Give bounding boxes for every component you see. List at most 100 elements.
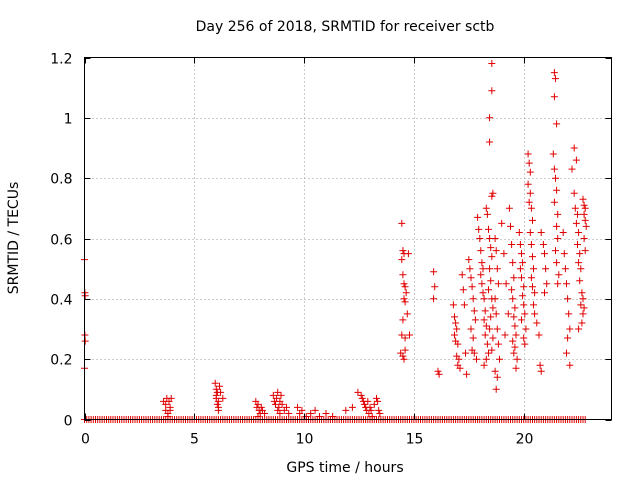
data-point bbox=[468, 283, 476, 291]
data-point bbox=[482, 355, 490, 363]
x-tick-label: 20 bbox=[516, 432, 534, 448]
data-point bbox=[575, 325, 583, 333]
data-point bbox=[81, 337, 89, 345]
data-point bbox=[564, 334, 572, 342]
data-point bbox=[553, 120, 561, 128]
data-point bbox=[518, 250, 525, 258]
data-point bbox=[470, 307, 478, 315]
data-point bbox=[553, 186, 561, 194]
data-point bbox=[481, 307, 489, 315]
data-point bbox=[581, 216, 589, 224]
data-point bbox=[578, 289, 586, 297]
data-point bbox=[364, 397, 372, 405]
data-point bbox=[451, 313, 458, 321]
data-point bbox=[316, 413, 323, 420]
data-point bbox=[466, 265, 474, 273]
data-point bbox=[566, 361, 574, 369]
data-point bbox=[276, 410, 284, 417]
data-point bbox=[483, 210, 491, 218]
data-point bbox=[493, 325, 501, 333]
data-point bbox=[481, 331, 489, 339]
data-point bbox=[486, 325, 494, 333]
data-point bbox=[525, 198, 533, 206]
data-point bbox=[516, 265, 524, 273]
data-point bbox=[527, 204, 535, 212]
data-point bbox=[275, 403, 283, 411]
data-point bbox=[483, 340, 491, 348]
data-point bbox=[399, 247, 407, 255]
data-point bbox=[373, 394, 380, 402]
data-point bbox=[550, 69, 558, 77]
data-point bbox=[566, 325, 574, 333]
data-point bbox=[399, 271, 407, 279]
data-point bbox=[374, 397, 382, 405]
x-tick-label: 5 bbox=[190, 432, 199, 448]
data-point bbox=[541, 289, 548, 297]
tick-labels: 0 5 10 15 20 0 0.2 0.4 0.6 0.8 1 1.2 bbox=[50, 52, 533, 448]
data-point bbox=[402, 289, 410, 297]
data-point bbox=[477, 271, 485, 279]
data-point bbox=[520, 283, 528, 291]
data-point bbox=[491, 235, 499, 242]
data-point bbox=[565, 310, 573, 318]
data-point bbox=[505, 204, 513, 212]
data-point bbox=[542, 265, 550, 273]
data-point bbox=[580, 235, 588, 242]
data-point bbox=[539, 241, 547, 248]
data-point bbox=[400, 280, 408, 288]
data-point bbox=[486, 138, 494, 146]
data-point bbox=[491, 295, 499, 303]
data-point bbox=[511, 343, 519, 351]
data-point bbox=[512, 364, 520, 372]
y-tick-label: 1 bbox=[64, 112, 73, 128]
data-point bbox=[510, 274, 518, 282]
data-point bbox=[519, 259, 527, 267]
data-point bbox=[164, 413, 172, 420]
x-tick-label: 15 bbox=[406, 432, 424, 448]
data-point bbox=[527, 241, 535, 248]
data-point bbox=[485, 225, 492, 233]
data-point bbox=[511, 304, 519, 312]
data-point bbox=[366, 403, 374, 411]
data-point bbox=[398, 219, 406, 227]
data-point bbox=[582, 222, 590, 230]
data-point bbox=[570, 144, 578, 152]
data-point bbox=[401, 298, 409, 306]
data-point bbox=[400, 355, 408, 363]
data-point bbox=[463, 370, 471, 378]
data-point bbox=[494, 340, 502, 348]
data-point bbox=[492, 310, 500, 318]
data-point bbox=[465, 256, 473, 264]
data-point bbox=[430, 295, 438, 303]
data-point bbox=[213, 400, 221, 408]
data-point bbox=[529, 253, 536, 261]
data-point bbox=[498, 219, 506, 227]
data-point bbox=[521, 340, 529, 348]
data-point bbox=[478, 280, 486, 288]
data-point bbox=[550, 165, 558, 173]
data-point bbox=[273, 394, 281, 402]
data-point bbox=[398, 331, 406, 339]
data-point bbox=[515, 229, 523, 236]
data-point bbox=[469, 334, 477, 342]
data-point bbox=[479, 289, 487, 297]
plot-frame bbox=[84, 57, 612, 420]
data-point bbox=[307, 410, 315, 417]
data-point bbox=[401, 346, 409, 354]
data-point bbox=[568, 165, 576, 173]
data-point bbox=[479, 265, 487, 273]
data-point bbox=[555, 271, 563, 279]
x-axis-label: GPS time / hours bbox=[286, 460, 403, 476]
data-point bbox=[358, 394, 366, 402]
data-point bbox=[311, 406, 319, 414]
data-point bbox=[361, 400, 368, 408]
data-point bbox=[486, 265, 494, 273]
data-point bbox=[471, 316, 479, 324]
data-point bbox=[563, 280, 570, 288]
data-point bbox=[467, 325, 475, 333]
data-point bbox=[576, 250, 584, 258]
data-point bbox=[488, 60, 496, 67]
data-point bbox=[216, 382, 223, 390]
data-point bbox=[467, 274, 475, 282]
